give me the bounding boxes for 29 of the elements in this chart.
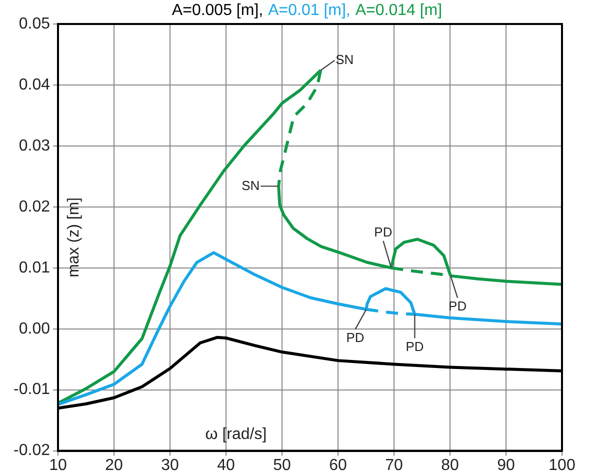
x-tick-label: 50 bbox=[273, 456, 291, 474]
annotation: PD bbox=[448, 298, 467, 314]
text: A=0.01 [m], bbox=[268, 2, 350, 19]
x-tick-label: 20 bbox=[105, 456, 123, 474]
y-axis-title: max (z) [m] bbox=[65, 197, 82, 278]
x-tick-label: 90 bbox=[497, 456, 515, 474]
text: A=0.014 [m] bbox=[355, 2, 442, 19]
annotation: PD bbox=[346, 330, 364, 345]
annotation: PD bbox=[406, 338, 424, 354]
annotation: SN bbox=[336, 52, 354, 67]
annotation: SN bbox=[242, 178, 260, 193]
y-tick-label: 0.05 bbox=[18, 15, 50, 32]
y-tick-label: 0.04 bbox=[18, 76, 50, 94]
x-axis-title: ω [rad/s] bbox=[205, 426, 267, 444]
y-tick-label: 0.00 bbox=[18, 320, 50, 338]
x-tick-label: 80 bbox=[441, 456, 459, 474]
x-tick-label: 70 bbox=[385, 456, 403, 474]
x-tick-label: 10 bbox=[49, 456, 67, 474]
y-tick-label: 0.02 bbox=[18, 198, 50, 216]
x-tick-label: 60 bbox=[329, 456, 347, 474]
x-tick-label: 30 bbox=[161, 456, 179, 474]
y-tick-label: -0.01 bbox=[14, 381, 50, 398]
x-tick-label: 40 bbox=[217, 456, 235, 474]
x-tick-label: 100 bbox=[548, 456, 576, 474]
y-tick-label: 0.01 bbox=[18, 259, 50, 276]
y-tick-label: -0.02 bbox=[14, 442, 50, 460]
text: A=0.005 [m], bbox=[172, 2, 264, 19]
annotation: PD bbox=[374, 224, 392, 240]
y-tick-label: 0.03 bbox=[18, 137, 50, 154]
